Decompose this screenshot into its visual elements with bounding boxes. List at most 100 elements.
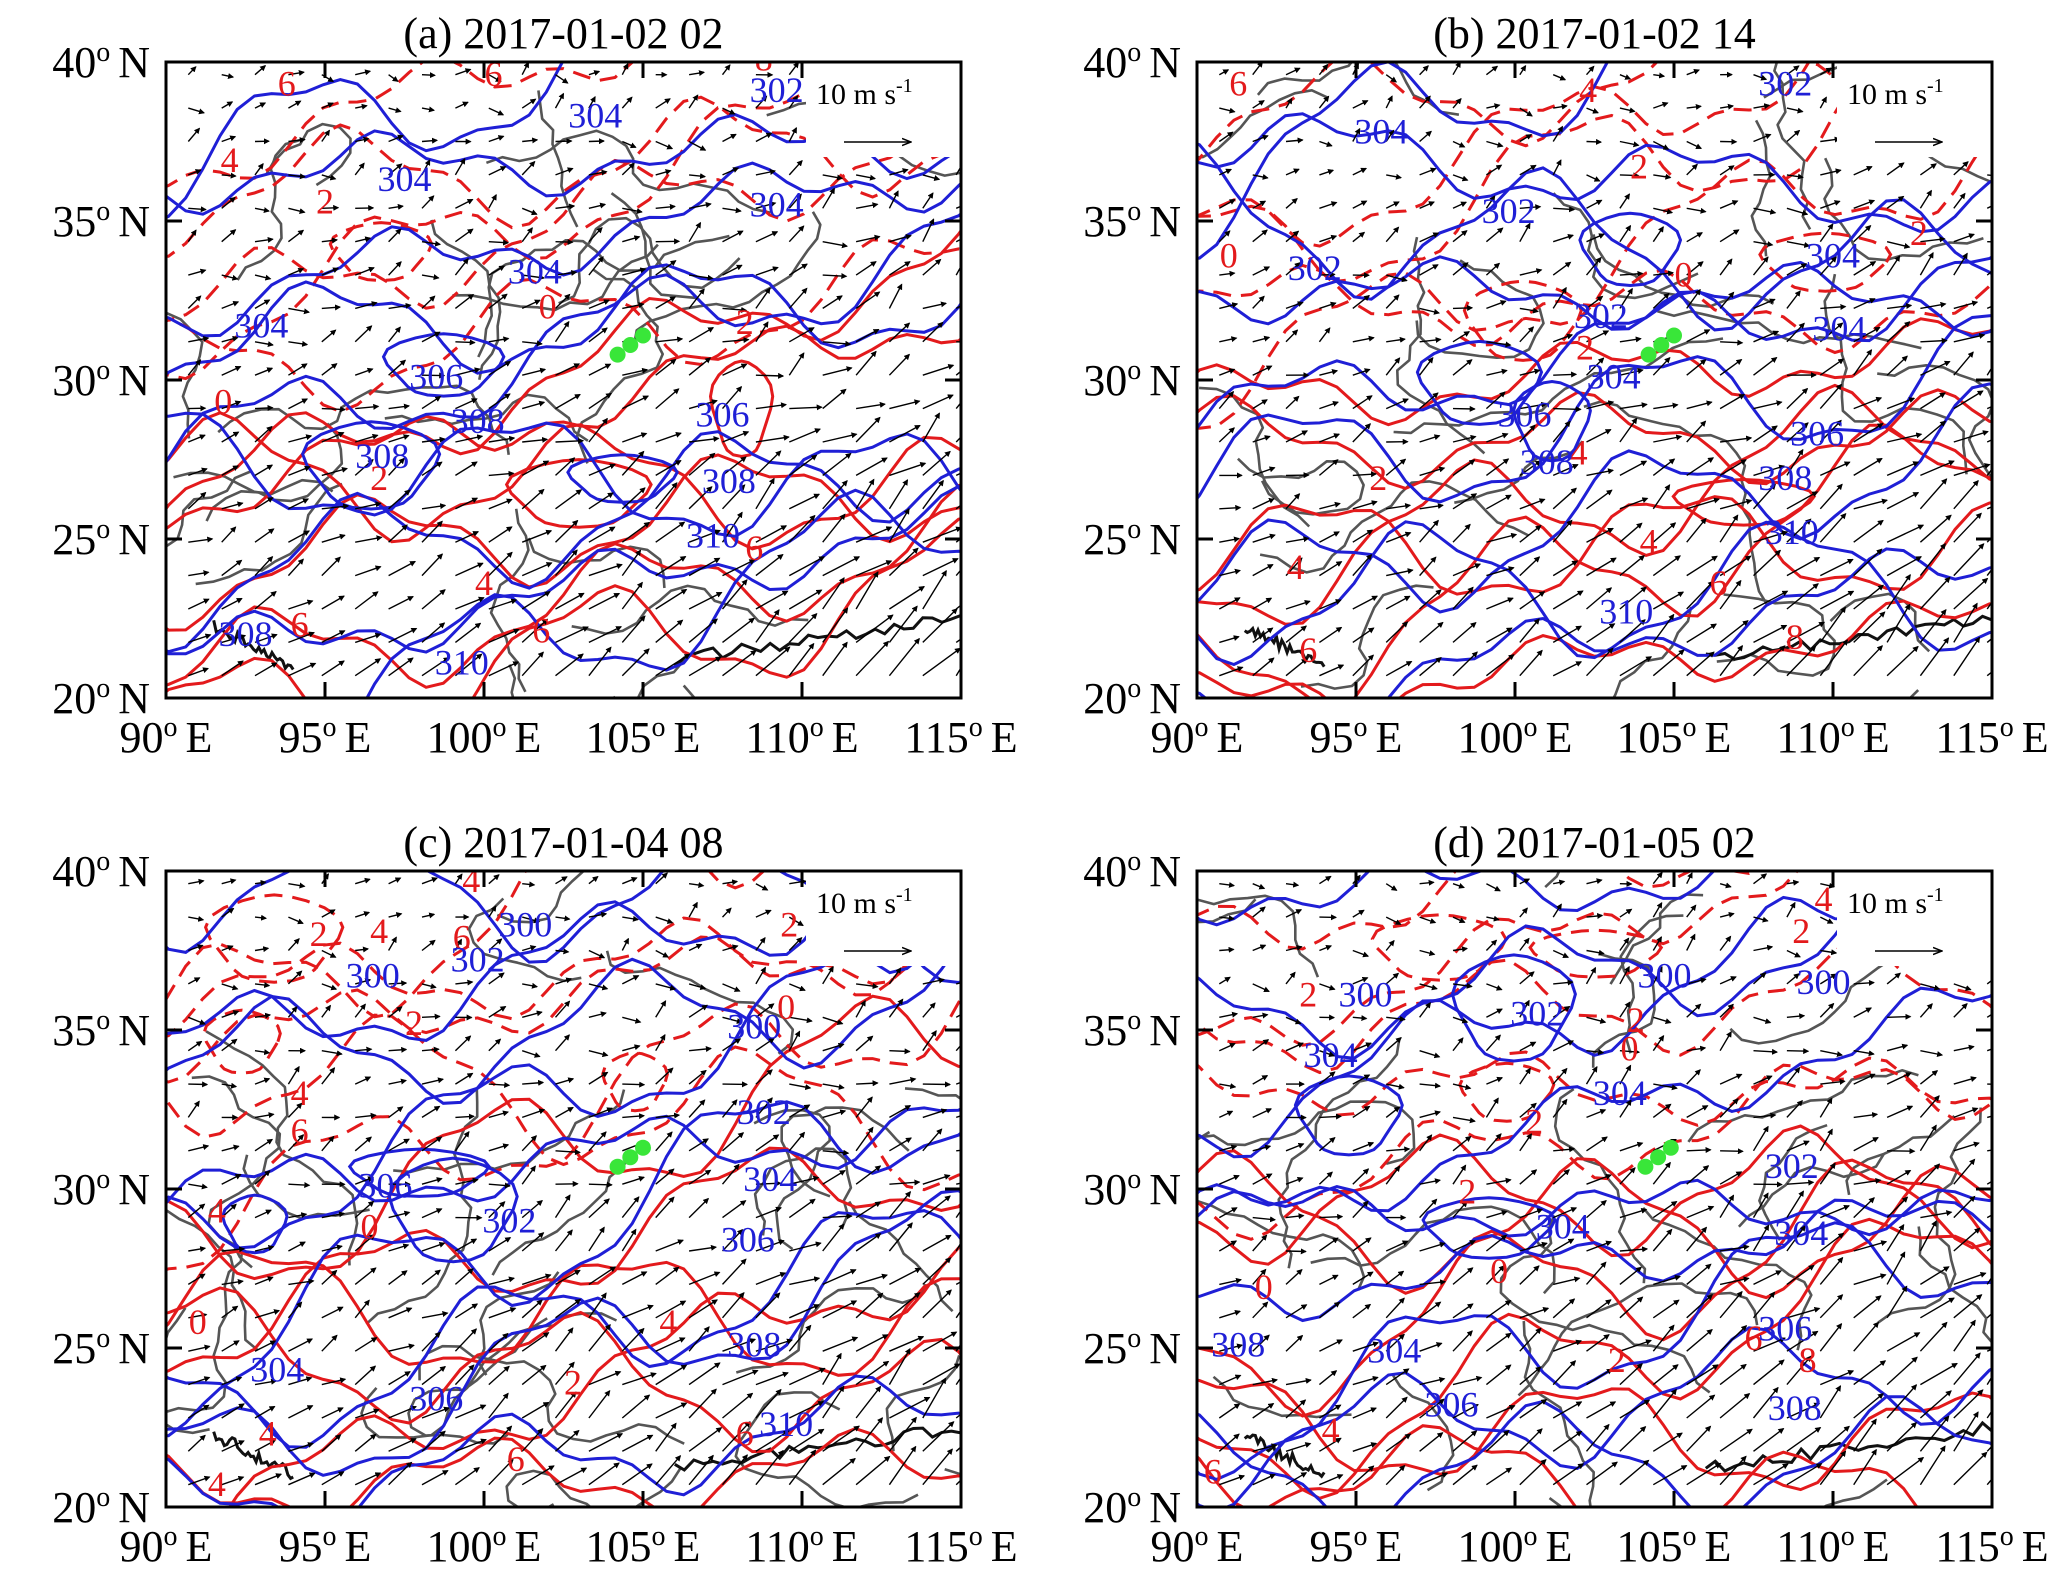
wind-arrow <box>1887 303 1913 310</box>
wind-arrow <box>254 207 270 214</box>
wind-arrow <box>722 617 755 643</box>
boundary-lines <box>166 74 961 698</box>
wind-arrow <box>755 609 780 643</box>
wind-arrow <box>755 966 767 985</box>
wind-arrow <box>355 301 378 310</box>
wind-arrow <box>1385 1165 1401 1185</box>
wind-arrow <box>588 327 608 343</box>
temperature-contour-line <box>166 95 961 258</box>
wind-arrow <box>655 1131 673 1152</box>
wind-arrow <box>554 92 565 109</box>
wind-arrow <box>1219 336 1238 343</box>
latitude-label: 25o N <box>1083 514 1181 564</box>
wind-arrow <box>521 98 537 109</box>
wind-arrow <box>855 1126 874 1152</box>
wind-arrow <box>755 1371 789 1386</box>
temperature-contour-line <box>166 88 961 381</box>
wind-arrow <box>1552 560 1579 577</box>
temperature-contour-label: 2 <box>1525 1102 1543 1142</box>
wind-arrow <box>1219 1110 1234 1119</box>
wind-arrow <box>488 265 506 276</box>
wind-arrow <box>755 1388 782 1419</box>
wind-arrow <box>554 1229 573 1252</box>
wind-arrow <box>1386 274 1408 283</box>
wind-arrow <box>1686 359 1707 376</box>
wind-arrow <box>354 1433 377 1452</box>
wind-arrow <box>822 1213 853 1220</box>
wind-arrow <box>1285 536 1310 543</box>
wind-arrow <box>1519 618 1540 643</box>
wind-arrow <box>555 1106 574 1119</box>
wind-arrow <box>721 1292 745 1319</box>
wind-arrow <box>454 1130 470 1152</box>
wind-arrow <box>221 660 244 677</box>
wind-arrow <box>1452 331 1471 343</box>
temperature-contour-label: 6 <box>532 611 550 651</box>
geopotential-contour-line <box>166 212 961 466</box>
wind-arrow <box>655 1266 680 1285</box>
wind-arrow <box>688 1138 709 1152</box>
wind-arrow <box>721 385 743 410</box>
wind-arrow <box>1886 1043 1909 1052</box>
wind-arrow <box>1585 256 1602 276</box>
wind-arrow <box>321 660 345 677</box>
wind-arrow <box>254 1340 277 1352</box>
wind-arrow <box>588 138 605 145</box>
wind-arrow <box>1552 233 1574 243</box>
panel-b: 6422600244246683043023023023043023043043… <box>1083 9 2048 762</box>
wind-arrow <box>1385 95 1393 109</box>
closed-contour <box>601 1051 669 1113</box>
temperature-contour-line <box>166 1146 961 1374</box>
wind-arrow <box>1319 400 1339 410</box>
wind-arrow <box>1219 1042 1236 1052</box>
wind-arrow <box>1419 916 1437 924</box>
wind-arrow <box>288 1376 313 1386</box>
wind-arrow <box>1352 1303 1372 1319</box>
wind-arrow <box>321 406 347 413</box>
wind-arrow <box>354 1233 376 1252</box>
wind-arrow <box>1886 241 1911 249</box>
wind-arrow <box>1385 1270 1405 1285</box>
wind-arrow <box>254 1209 272 1219</box>
wind-arrow <box>1953 1076 1977 1085</box>
geopotential-contour-label: 302 <box>1510 994 1564 1034</box>
wind-arrow <box>1853 1007 1872 1018</box>
wind-arrow <box>1719 1276 1750 1286</box>
temperature-contour-label: 4 <box>221 140 239 180</box>
wind-arrow <box>1652 226 1664 243</box>
wind-arrow <box>788 263 808 276</box>
geopotential-contour-line <box>166 411 961 538</box>
wind-arrow <box>1419 307 1440 315</box>
wind-arrow <box>1485 1097 1499 1118</box>
wind-arrow <box>688 557 721 577</box>
wind-arrow <box>187 1203 206 1219</box>
wind-arrow <box>922 647 961 677</box>
wind-arrow <box>621 581 643 610</box>
wind-arrow <box>1219 302 1239 310</box>
wind-arrow <box>221 1403 245 1419</box>
geopotential-contour-label: 310 <box>435 642 489 682</box>
wind-arrow <box>1686 207 1707 214</box>
wind-arrow <box>554 1194 571 1218</box>
wind-arrow <box>1319 234 1338 243</box>
wind-arrow <box>555 1429 580 1452</box>
wind-arrow <box>1719 911 1735 918</box>
wind-arrow <box>1686 288 1701 309</box>
wind-arrow <box>1753 1427 1785 1452</box>
wind-arrow <box>1719 882 1732 889</box>
wind-arrow <box>1619 107 1636 114</box>
wind-arrow <box>1686 580 1714 610</box>
wind-arrow <box>588 1181 613 1188</box>
wind-arrow <box>621 395 649 410</box>
wind-arrow <box>221 501 244 510</box>
wind-arrow <box>1653 1016 1672 1025</box>
station-marker <box>609 1158 626 1175</box>
temperature-contour-label: 0 <box>1255 1267 1273 1307</box>
geopotential-contour-line <box>166 430 961 654</box>
wind-arrow <box>588 1462 620 1486</box>
wind-arrow <box>388 228 402 243</box>
wind-arrow <box>488 435 516 443</box>
wind-arrow <box>1586 468 1614 477</box>
wind-arrow <box>1819 1294 1844 1319</box>
wind-arrow <box>855 1360 890 1386</box>
